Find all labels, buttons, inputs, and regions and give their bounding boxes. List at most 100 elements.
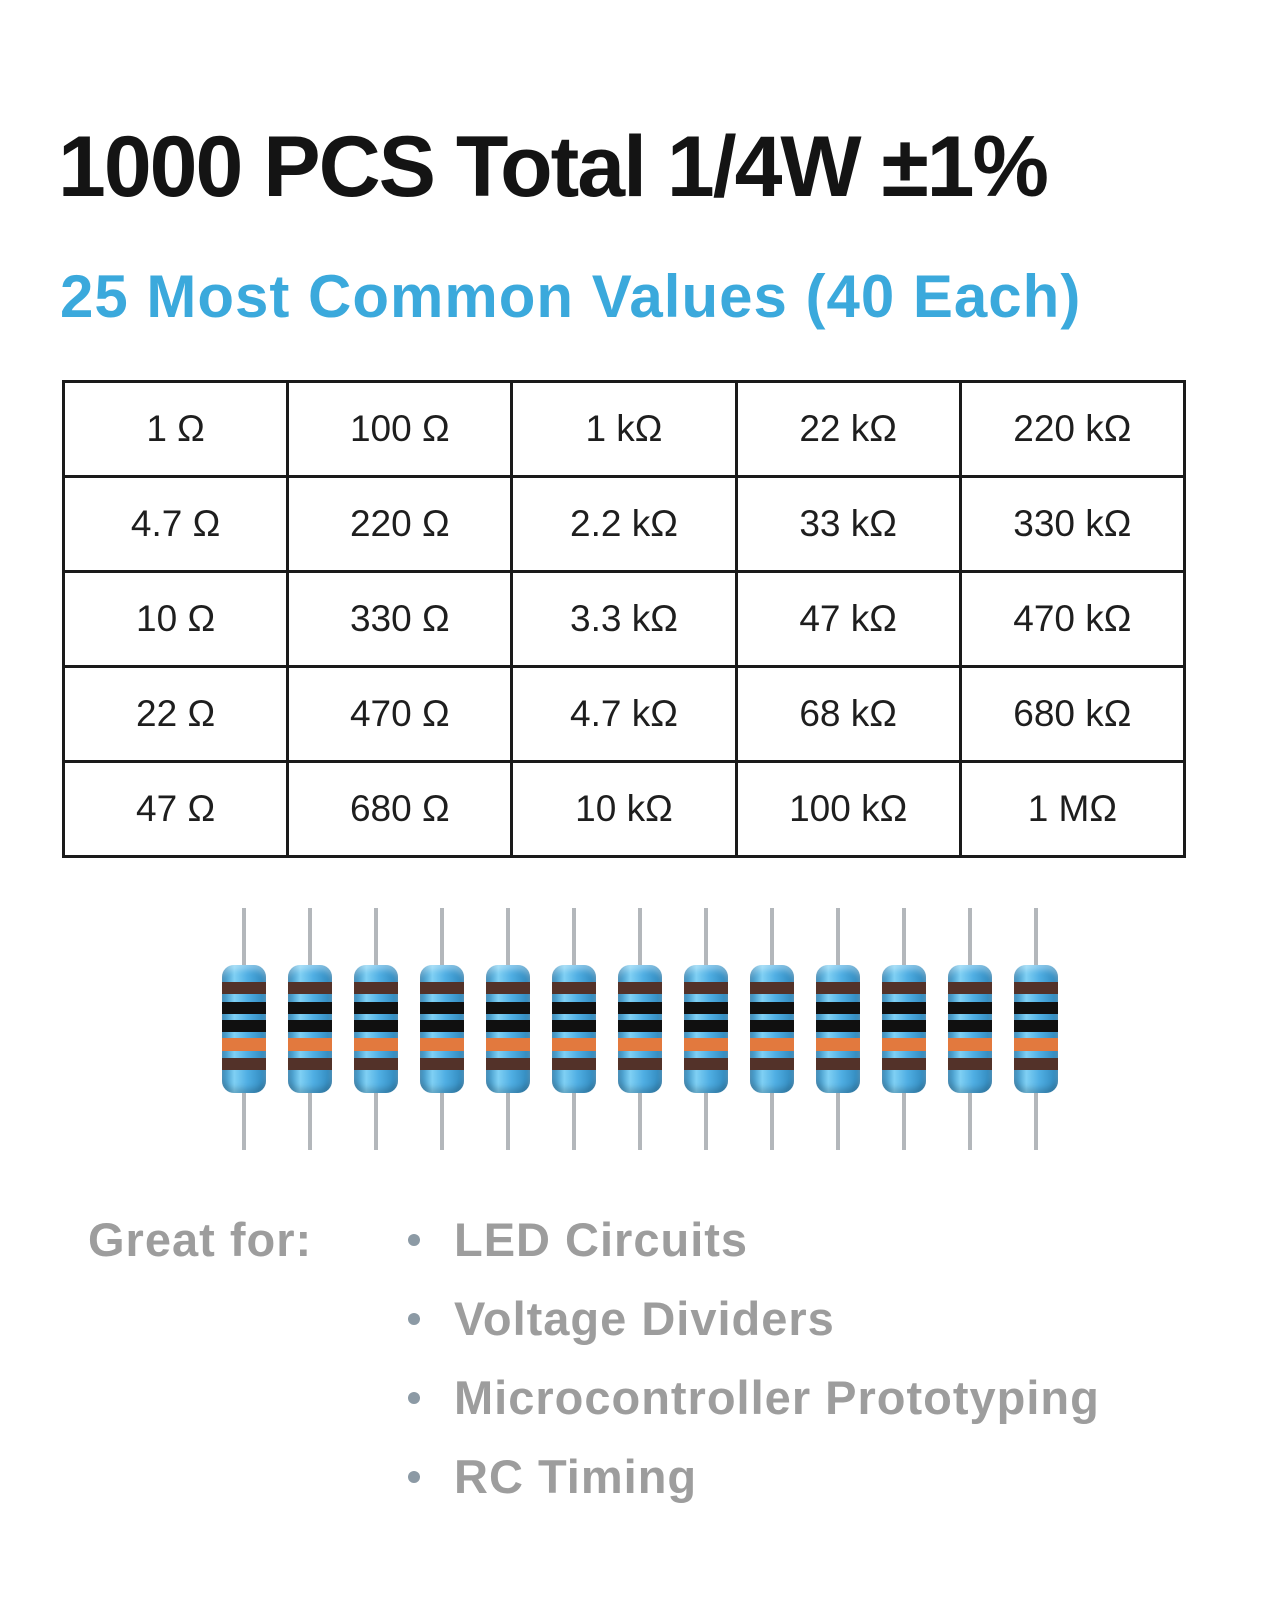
resistor-body	[222, 965, 266, 1093]
resistor-value-cell: 680 kΩ	[958, 665, 1187, 763]
resistor-value-cell: 2.2 kΩ	[510, 475, 738, 573]
resistor-band	[618, 981, 662, 995]
resistor-icon	[816, 908, 860, 1150]
resistor-band	[1014, 1002, 1058, 1014]
resistor-lead	[374, 1093, 378, 1150]
resistor-icon	[618, 908, 662, 1150]
resistor-lead	[572, 908, 576, 965]
resistor-value-cell: 100 kΩ	[734, 760, 962, 858]
resistor-band	[816, 1058, 860, 1070]
resistor-band	[288, 1002, 332, 1014]
resistor-band	[750, 1020, 794, 1032]
table-row: 4.7 Ω 220 Ω 2.2 kΩ 33 kΩ 330 kΩ	[61, 475, 1187, 573]
use-item-label: Microcontroller Prototyping	[454, 1371, 1100, 1424]
use-item: Voltage Dividers	[408, 1291, 1100, 1346]
resistor-body	[816, 965, 860, 1093]
resistor-band	[618, 1002, 662, 1014]
resistor-band	[222, 1037, 266, 1051]
resistor-body	[1014, 965, 1058, 1093]
uses-label: Great for:	[88, 1213, 313, 1266]
use-item: LED Circuits	[408, 1212, 1100, 1267]
resistor-value-cell: 22 Ω	[61, 665, 290, 763]
resistor-lead	[638, 908, 642, 965]
resistor-icon	[552, 908, 596, 1150]
resistor-value-cell: 10 Ω	[61, 570, 290, 668]
resistor-band	[948, 1002, 992, 1014]
resistor-band	[618, 1058, 662, 1070]
resistor-body	[486, 965, 530, 1093]
resistor-band	[354, 1002, 398, 1014]
resistor-icon	[486, 908, 530, 1150]
resistor-icon	[288, 908, 332, 1150]
resistor-band	[750, 1058, 794, 1070]
resistor-band	[486, 1058, 530, 1070]
table-row: 22 Ω 470 Ω 4.7 kΩ 68 kΩ 680 kΩ	[61, 665, 1187, 763]
use-item: Microcontroller Prototyping	[408, 1370, 1100, 1425]
resistor-lead	[770, 1093, 774, 1150]
use-item: RC Timing	[408, 1449, 1100, 1504]
resistor-body	[750, 965, 794, 1093]
resistor-lead	[902, 908, 906, 965]
resistor-band	[816, 1020, 860, 1032]
resistor-icon	[750, 908, 794, 1150]
resistor-band	[222, 1058, 266, 1070]
resistor-band	[222, 981, 266, 995]
resistor-icon	[948, 908, 992, 1150]
resistor-band	[552, 1058, 596, 1070]
resistor-lead	[440, 908, 444, 965]
resistor-band	[882, 1058, 926, 1070]
resistor-band	[1014, 981, 1058, 995]
resistor-band	[882, 1002, 926, 1014]
resistor-body	[288, 965, 332, 1093]
resistor-band	[882, 981, 926, 995]
resistor-lead	[902, 1093, 906, 1150]
resistor-value-cell: 330 kΩ	[958, 475, 1187, 573]
resistor-band	[1014, 1058, 1058, 1070]
resistor-strip	[0, 908, 1280, 1150]
resistor-lead	[836, 908, 840, 965]
resistor-body	[354, 965, 398, 1093]
resistor-band	[420, 1020, 464, 1032]
resistor-lead	[836, 1093, 840, 1150]
resistor-body	[948, 965, 992, 1093]
resistor-value-cell: 22 kΩ	[734, 380, 962, 478]
resistor-value-cell: 47 kΩ	[734, 570, 962, 668]
resistor-lead	[308, 908, 312, 965]
resistor-band	[816, 1002, 860, 1014]
resistor-value-cell: 47 Ω	[61, 760, 290, 858]
page-subtitle: 25 Most Common Values (40 Each)	[60, 263, 1082, 330]
resistor-icon	[882, 908, 926, 1150]
resistor-value-cell: 100 Ω	[286, 380, 514, 478]
resistor-icon	[420, 908, 464, 1150]
resistor-value-cell: 33 kΩ	[734, 475, 962, 573]
resistor-value-cell: 220 kΩ	[958, 380, 1187, 478]
resistor-band	[486, 1002, 530, 1014]
resistor-band	[882, 1020, 926, 1032]
resistor-band	[420, 1037, 464, 1051]
resistor-value-cell: 470 kΩ	[958, 570, 1187, 668]
resistor-band	[948, 1058, 992, 1070]
resistor-band	[750, 981, 794, 995]
resistor-band	[288, 1037, 332, 1051]
resistor-lead	[638, 1093, 642, 1150]
resistor-lead	[704, 908, 708, 965]
resistor-value-cell: 1 Ω	[61, 380, 290, 478]
resistor-band	[354, 1020, 398, 1032]
resistor-band	[948, 1020, 992, 1032]
resistor-band	[486, 1020, 530, 1032]
resistor-band	[486, 981, 530, 995]
resistor-body	[552, 965, 596, 1093]
resistor-lead	[1034, 908, 1038, 965]
resistor-value-cell: 10 kΩ	[510, 760, 738, 858]
resistor-value-cell: 4.7 kΩ	[510, 665, 738, 763]
resistor-lead	[704, 1093, 708, 1150]
resistor-band	[552, 981, 596, 995]
resistor-lead	[440, 1093, 444, 1150]
resistor-lead	[770, 908, 774, 965]
resistor-value-cell: 470 Ω	[286, 665, 514, 763]
resistor-band	[618, 1037, 662, 1051]
page-title: 1000 PCS Total 1/4W ±1%	[58, 119, 1049, 215]
resistor-body	[420, 965, 464, 1093]
